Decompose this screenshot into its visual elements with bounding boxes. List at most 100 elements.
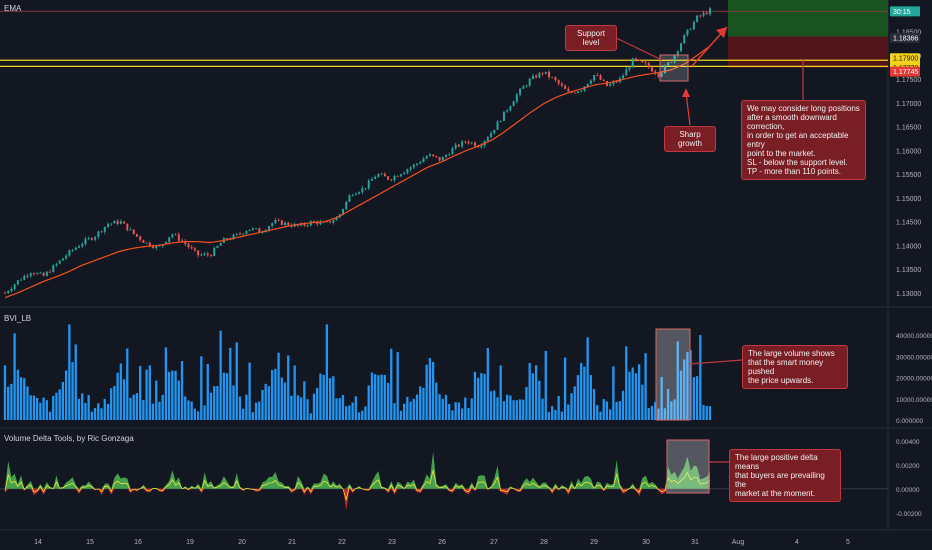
volume-bar — [335, 398, 338, 420]
volume-bar — [3, 365, 7, 420]
volume-bar — [415, 394, 419, 420]
price-tick-label: 1.13500 — [896, 267, 921, 274]
date-tick-label: 20 — [238, 539, 246, 546]
volume-bar — [399, 410, 403, 420]
candle-body — [641, 60, 644, 63]
candle-body — [174, 234, 177, 236]
candle-body — [644, 62, 647, 64]
candle-body — [190, 247, 193, 249]
candle-body — [193, 248, 196, 251]
date-tick-label: 21 — [288, 539, 296, 546]
volume-bar — [402, 403, 406, 420]
candle-body — [61, 258, 64, 261]
volume-bar — [467, 408, 470, 420]
candle-body — [71, 249, 74, 251]
price-tag — [890, 53, 920, 64]
candle-body — [255, 228, 258, 230]
candle-body — [287, 222, 290, 226]
volume-pane-title: BVI_LB — [4, 314, 32, 323]
growth-arrowhead — [716, 27, 727, 38]
sharp-growth-arrowhead — [682, 88, 690, 97]
candle-body — [274, 220, 277, 224]
candle-body — [248, 229, 251, 232]
volume-bar — [325, 324, 329, 420]
volume-bar — [531, 373, 535, 420]
price-tag — [890, 66, 920, 77]
volume-tick-label: 0.000000 — [896, 418, 923, 425]
volume-bar — [283, 382, 287, 420]
candle-body — [573, 92, 576, 94]
volume-bar — [602, 399, 605, 420]
candle-body — [200, 254, 203, 256]
volume-bar — [254, 402, 258, 420]
volume-bar — [448, 403, 451, 420]
volume-bar — [55, 392, 58, 420]
price-tag-label: 1.17900 — [893, 56, 918, 63]
candle-body — [342, 209, 345, 215]
volume-bar — [586, 337, 589, 420]
candle-body — [29, 273, 32, 276]
date-tick-label: 28 — [540, 539, 548, 546]
candle-body — [313, 221, 316, 222]
volume-bar — [74, 344, 77, 420]
volume-bar — [435, 382, 438, 420]
candle-body — [168, 237, 171, 242]
candle-body — [496, 121, 499, 130]
candle-body — [55, 263, 58, 266]
volume-bar — [341, 394, 345, 420]
volume-bar — [164, 347, 168, 420]
volume-bar — [267, 386, 271, 420]
volume-bar — [502, 401, 506, 420]
candle-body — [171, 234, 174, 238]
candle-body — [406, 169, 409, 173]
volume-bar — [592, 389, 596, 420]
price-tick-label: 1.16000 — [896, 148, 921, 155]
candle-body — [696, 15, 699, 22]
volume-bar — [541, 398, 544, 420]
volume-bar — [386, 382, 390, 420]
volume-bar — [142, 399, 145, 420]
candle-body — [441, 157, 444, 161]
volume-bar — [515, 400, 518, 420]
candle-body — [332, 220, 335, 223]
candle-body — [267, 226, 270, 231]
volume-bar — [390, 348, 393, 420]
volume-bar — [689, 350, 692, 420]
candle-body — [525, 85, 528, 87]
candle-body — [680, 43, 683, 51]
volume-bar — [480, 373, 483, 420]
candle-body — [97, 231, 100, 237]
volume-bar — [84, 402, 87, 420]
volume-bar — [683, 359, 686, 420]
volume-bar — [596, 405, 599, 420]
volume-bar — [229, 347, 232, 420]
volume-bar — [580, 362, 583, 420]
price-tag — [890, 32, 920, 43]
candle-body — [657, 73, 660, 77]
volume-bar — [615, 401, 618, 420]
candle-body — [45, 271, 48, 276]
volume-bar — [10, 383, 13, 420]
candle-body — [409, 167, 412, 170]
candle-body — [660, 72, 663, 77]
volume-bar — [126, 348, 129, 420]
volume-bar — [71, 362, 74, 420]
volume-bar — [213, 386, 216, 420]
candle-body — [145, 242, 148, 244]
delta-negative-area — [5, 488, 710, 511]
volume-bar — [377, 375, 380, 420]
candle-body — [647, 63, 650, 68]
candle-body — [535, 75, 538, 78]
volume-bar — [235, 342, 238, 420]
price-tick-label: 1.14000 — [896, 243, 921, 250]
volume-bar — [16, 369, 19, 420]
candle-body — [705, 12, 708, 15]
price-tick-label: 1.15000 — [896, 196, 921, 203]
candle-body — [110, 223, 113, 225]
volume-bar — [489, 391, 493, 420]
candle-body — [428, 154, 431, 157]
candle-body — [512, 101, 515, 107]
volume-bar — [32, 395, 36, 420]
